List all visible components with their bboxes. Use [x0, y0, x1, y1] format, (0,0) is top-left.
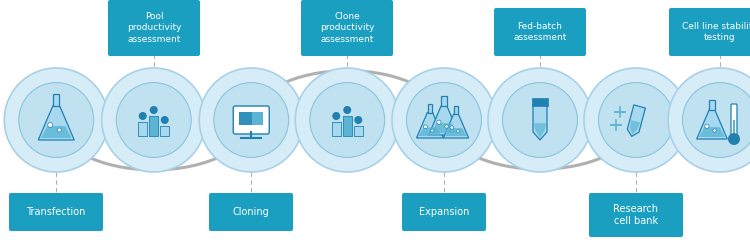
- Circle shape: [19, 83, 94, 157]
- FancyBboxPatch shape: [9, 193, 103, 231]
- Circle shape: [457, 130, 460, 132]
- FancyBboxPatch shape: [354, 126, 363, 136]
- FancyBboxPatch shape: [160, 126, 170, 136]
- Polygon shape: [710, 100, 715, 110]
- Polygon shape: [53, 94, 59, 106]
- Polygon shape: [41, 126, 71, 138]
- FancyBboxPatch shape: [239, 112, 263, 125]
- Circle shape: [445, 125, 448, 128]
- Text: Transfection: Transfection: [26, 207, 86, 217]
- Circle shape: [668, 68, 750, 172]
- Polygon shape: [446, 128, 466, 136]
- Circle shape: [430, 129, 433, 132]
- Circle shape: [48, 122, 52, 127]
- Circle shape: [214, 83, 289, 157]
- Circle shape: [354, 116, 362, 124]
- Circle shape: [705, 124, 709, 128]
- Polygon shape: [416, 113, 443, 138]
- Circle shape: [200, 68, 303, 172]
- FancyBboxPatch shape: [494, 8, 586, 56]
- Polygon shape: [443, 114, 469, 138]
- Text: Research
cell bank: Research cell bank: [614, 204, 658, 226]
- FancyBboxPatch shape: [209, 193, 293, 231]
- Polygon shape: [454, 106, 458, 114]
- Polygon shape: [419, 127, 442, 136]
- Circle shape: [102, 68, 206, 172]
- Polygon shape: [534, 123, 546, 138]
- Circle shape: [450, 126, 454, 129]
- Text: Expansion: Expansion: [419, 207, 470, 217]
- FancyBboxPatch shape: [402, 193, 486, 231]
- FancyBboxPatch shape: [239, 112, 252, 125]
- FancyBboxPatch shape: [149, 116, 158, 136]
- Text: Pool
productivity
assessment: Pool productivity assessment: [127, 12, 182, 44]
- Polygon shape: [630, 120, 640, 134]
- Circle shape: [344, 106, 351, 114]
- Circle shape: [160, 116, 169, 124]
- Circle shape: [310, 83, 385, 157]
- Circle shape: [150, 106, 158, 114]
- Circle shape: [436, 120, 441, 124]
- FancyBboxPatch shape: [108, 0, 200, 56]
- Polygon shape: [429, 106, 459, 135]
- Circle shape: [488, 68, 592, 172]
- Circle shape: [728, 133, 740, 145]
- Circle shape: [406, 83, 482, 157]
- Text: Cloning: Cloning: [232, 207, 269, 217]
- Circle shape: [57, 128, 62, 132]
- Circle shape: [712, 129, 716, 132]
- FancyBboxPatch shape: [669, 8, 750, 56]
- FancyBboxPatch shape: [332, 122, 340, 136]
- Polygon shape: [699, 127, 725, 137]
- Circle shape: [682, 83, 750, 157]
- FancyBboxPatch shape: [532, 98, 548, 106]
- Circle shape: [116, 83, 191, 157]
- FancyBboxPatch shape: [343, 116, 352, 136]
- Polygon shape: [427, 103, 432, 113]
- Polygon shape: [627, 105, 646, 136]
- Circle shape: [598, 83, 674, 157]
- Polygon shape: [697, 110, 728, 139]
- Polygon shape: [533, 104, 547, 140]
- FancyBboxPatch shape: [733, 120, 735, 133]
- FancyBboxPatch shape: [138, 122, 147, 136]
- Polygon shape: [441, 96, 447, 106]
- FancyBboxPatch shape: [233, 106, 269, 134]
- FancyBboxPatch shape: [731, 104, 737, 136]
- Text: Clone
productivity
assessment: Clone productivity assessment: [320, 12, 374, 44]
- Text: Cell line stability
testing: Cell line stability testing: [682, 22, 750, 42]
- Circle shape: [503, 83, 578, 157]
- FancyBboxPatch shape: [301, 0, 393, 56]
- Circle shape: [584, 68, 688, 172]
- Circle shape: [139, 112, 147, 120]
- Polygon shape: [431, 123, 457, 133]
- FancyBboxPatch shape: [589, 193, 683, 237]
- Circle shape: [296, 68, 399, 172]
- Polygon shape: [38, 106, 74, 140]
- Circle shape: [424, 125, 427, 129]
- Circle shape: [392, 68, 496, 172]
- Text: Fed-batch
assessment: Fed-batch assessment: [513, 22, 567, 42]
- Circle shape: [4, 68, 108, 172]
- Circle shape: [332, 112, 340, 120]
